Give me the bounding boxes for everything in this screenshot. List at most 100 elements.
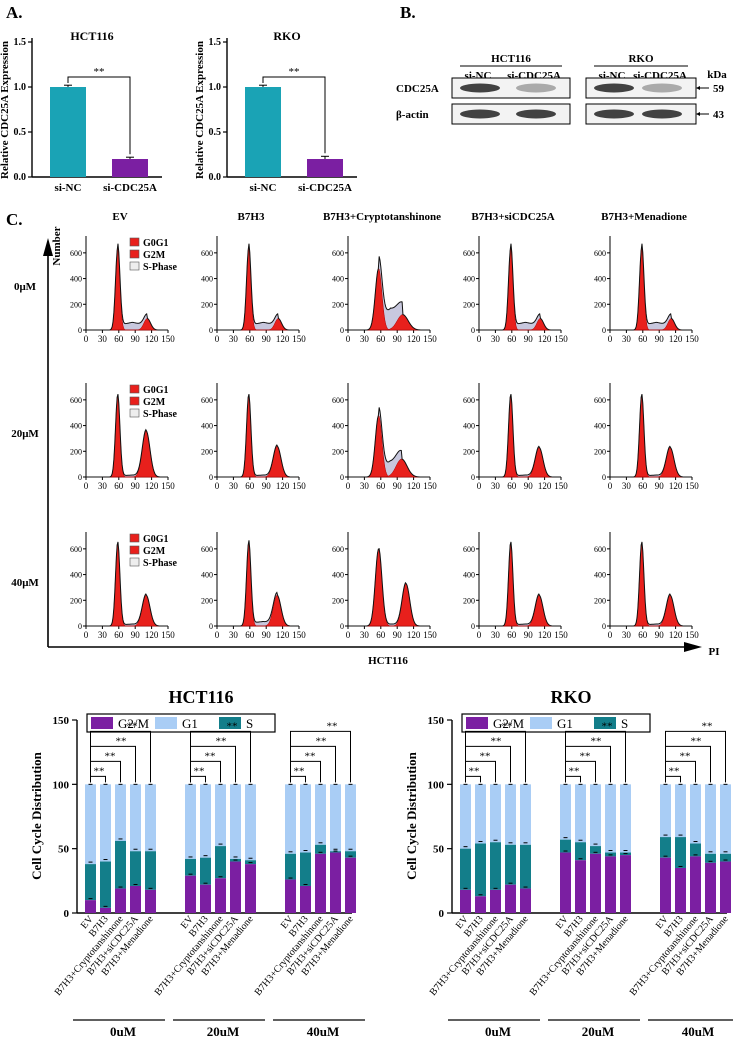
hist-g2m-peak <box>479 447 561 478</box>
hist-x-tick-label: 150 <box>292 334 306 344</box>
chart-title: RKO <box>273 29 300 43</box>
hist-x-tick-label: 0 <box>346 334 351 344</box>
bar-g1 <box>200 784 211 858</box>
hist-x-tick-label: 120 <box>407 334 421 344</box>
bar-g1 <box>145 784 156 852</box>
bar-g1 <box>315 784 326 845</box>
hist-x-tick-label: 30 <box>229 630 239 640</box>
y-tick-label: 50 <box>58 844 70 856</box>
hist-g0g1-peak <box>610 248 692 331</box>
legend-swatch <box>129 408 140 418</box>
hist-x-tick-label: 150 <box>292 630 306 640</box>
hist-s-phase-area <box>348 407 430 477</box>
hist-x-tick-label: 30 <box>360 630 370 640</box>
hist-x-tick-label: 30 <box>360 334 370 344</box>
legend-swatch <box>530 717 552 729</box>
hist-x-tick-label: 0 <box>608 630 613 640</box>
bar-s <box>690 843 701 857</box>
hist-y-tick-label: 400 <box>332 275 344 284</box>
hist-x-tick-label: 0 <box>608 334 613 344</box>
bar-g2m <box>345 857 356 913</box>
hist-x-tick-label: 0 <box>215 481 220 491</box>
hist-y-tick-label: 0 <box>340 473 344 482</box>
significance-label: ** <box>691 735 702 747</box>
hist-x-tick-label: 0 <box>346 481 351 491</box>
y-tick-label: 0 <box>439 908 445 920</box>
hist-x-tick-label: 90 <box>524 334 534 344</box>
hist-outline <box>610 243 692 331</box>
bar-g1 <box>705 784 716 854</box>
bar-s <box>520 844 531 889</box>
hist-outline <box>479 541 561 627</box>
hist-x-tick-label: 90 <box>262 334 272 344</box>
histogram: 0 200 400 600 0 30 60 90 120 150 <box>463 383 568 491</box>
hist-outline <box>86 394 168 478</box>
hist-g2m-peak <box>348 583 430 627</box>
hist-y-tick-label: 600 <box>594 249 606 258</box>
hist-y-tick-label: 200 <box>594 447 606 456</box>
hist-y-tick-label: 600 <box>70 396 82 405</box>
bar-s <box>705 853 716 863</box>
hist-x-tick-label: 0 <box>84 334 89 344</box>
axis-cell-line-label: HCT116 <box>368 655 408 667</box>
significance-label: ** <box>289 66 300 78</box>
histogram: 0 200 400 600 0 30 60 90 120 150 <box>463 532 568 640</box>
hist-g0g1-peak <box>217 542 299 627</box>
y-tick-label: 50 <box>433 844 445 856</box>
hist-outline <box>610 541 692 627</box>
hist-y-tick-label: 400 <box>70 571 82 580</box>
hist-x-tick-label: 90 <box>131 630 141 640</box>
blot-band <box>594 109 634 119</box>
significance-bracket <box>90 730 151 783</box>
hist-y-tick-label: 200 <box>594 300 606 309</box>
hist-y-tick-label: 200 <box>70 596 82 605</box>
significance-label: ** <box>591 735 602 747</box>
significance-label: ** <box>227 720 238 732</box>
bar-si-NC <box>50 87 86 177</box>
hist-outline <box>479 394 561 478</box>
legend-swatch <box>466 717 488 729</box>
hist-g0g1-peak <box>348 548 430 627</box>
hist-x-tick-label: 150 <box>161 334 175 344</box>
hist-x-tick-label: 150 <box>554 334 568 344</box>
legend-swatch <box>219 717 241 729</box>
hist-x-tick-label: 60 <box>114 630 124 640</box>
legend-swatch <box>129 396 140 406</box>
blot-band <box>594 83 634 93</box>
hist-x-tick-label: 60 <box>638 630 648 640</box>
hist-g0g1-peak <box>610 542 692 627</box>
hist-x-tick-label: 30 <box>98 481 108 491</box>
bar-g1 <box>130 784 141 852</box>
hist-x-tick-label: 150 <box>554 481 568 491</box>
hist-x-tick-label: 90 <box>131 334 141 344</box>
hist-outline <box>348 407 431 478</box>
significance-bracket <box>67 76 131 155</box>
hist-g2m-peak <box>86 594 168 627</box>
column-header: B7H3+Cryptotanshinone <box>323 211 441 223</box>
row-label: 20μM <box>11 428 39 440</box>
hist-y-tick-label: 600 <box>70 545 82 554</box>
bar-g1 <box>230 784 241 859</box>
blot-band <box>460 83 500 93</box>
significance-label: ** <box>216 735 227 747</box>
hist-x-tick-label: 150 <box>161 481 175 491</box>
bar-s <box>285 853 296 880</box>
hist-outline <box>217 540 299 627</box>
hist-x-tick-label: 120 <box>669 334 683 344</box>
bar-s <box>590 846 601 854</box>
hist-y-tick-label: 200 <box>332 447 344 456</box>
hist-x-tick-label: 120 <box>407 630 421 640</box>
hist-x-tick-label: 150 <box>685 334 699 344</box>
blot-band <box>642 109 682 119</box>
bar-g2m <box>720 861 731 913</box>
bar-s <box>330 851 341 853</box>
hist-y-tick-label: 600 <box>332 545 344 554</box>
y-axis-label: Cell Cycle Distribution <box>29 751 44 880</box>
bar-si-NC <box>245 87 281 177</box>
hist-outline <box>479 243 561 331</box>
row-label: 40μM <box>11 577 39 589</box>
row-label: 0μM <box>14 281 37 293</box>
hist-y-tick-label: 0 <box>209 622 213 631</box>
